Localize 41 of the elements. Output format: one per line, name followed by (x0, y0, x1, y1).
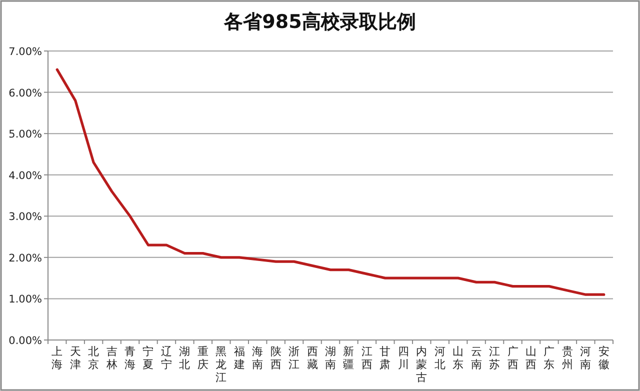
y-tick-label: 0.00% (8, 335, 42, 347)
x-tick-label: 贵州 (562, 345, 573, 371)
x-tick-label: 福建 (232, 345, 245, 371)
x-tick-label: 青海 (124, 345, 136, 371)
x-tick-label: 重庆 (197, 345, 208, 371)
x-tick-label: 浙江 (288, 345, 300, 371)
chart-title: 各省985高校录取比例 (223, 11, 416, 33)
x-tick-label: 天津 (70, 345, 81, 371)
x-tick-label: 云南 (470, 345, 482, 371)
y-tick-label: 4.00% (8, 170, 42, 182)
x-tick-label: 安徽 (598, 345, 610, 371)
x-tick-label: 新疆 (343, 345, 354, 371)
x-tick-label: 北京 (88, 345, 100, 371)
x-tick-label: 江苏 (489, 345, 500, 371)
x-tick-label: 甘肃 (380, 345, 391, 371)
x-tick-label: 西藏 (306, 345, 318, 371)
x-tick-label: 湖南 (325, 345, 336, 371)
x-tick-label: 内蒙古 (416, 345, 428, 384)
x-tick-label: 江西 (361, 345, 372, 371)
x-tick-label: 山东 (452, 345, 464, 371)
x-tick-label: 山西 (525, 345, 536, 371)
x-tick-label: 宁夏 (142, 345, 154, 371)
x-tick-label: 河南 (580, 345, 592, 371)
y-tick-label: 2.00% (8, 252, 42, 264)
x-tick-label: 海南 (252, 345, 264, 371)
y-tick-label: 5.00% (8, 128, 42, 141)
x-tick-label: 湖北 (179, 345, 190, 371)
y-tick-label: 3.00% (8, 211, 42, 224)
x-tick-label: 广东 (544, 345, 555, 371)
y-tick-label: 6.00% (8, 87, 42, 100)
x-tick-label: 河北 (434, 345, 446, 371)
x-tick-label: 黑龙江 (216, 345, 227, 384)
x-tick-label: 广西 (507, 345, 518, 371)
x-tick-label: 吉林 (105, 345, 118, 371)
y-tick-label: 7.00% (8, 46, 42, 58)
x-tick-label: 上海 (52, 345, 63, 371)
y-tick-label: 1.00% (8, 294, 42, 306)
line-series (56, 68, 606, 296)
x-tick-label: 四川 (398, 345, 409, 371)
x-tick-label: 陕西 (270, 345, 282, 371)
x-tick-label: 辽宁 (160, 345, 172, 371)
